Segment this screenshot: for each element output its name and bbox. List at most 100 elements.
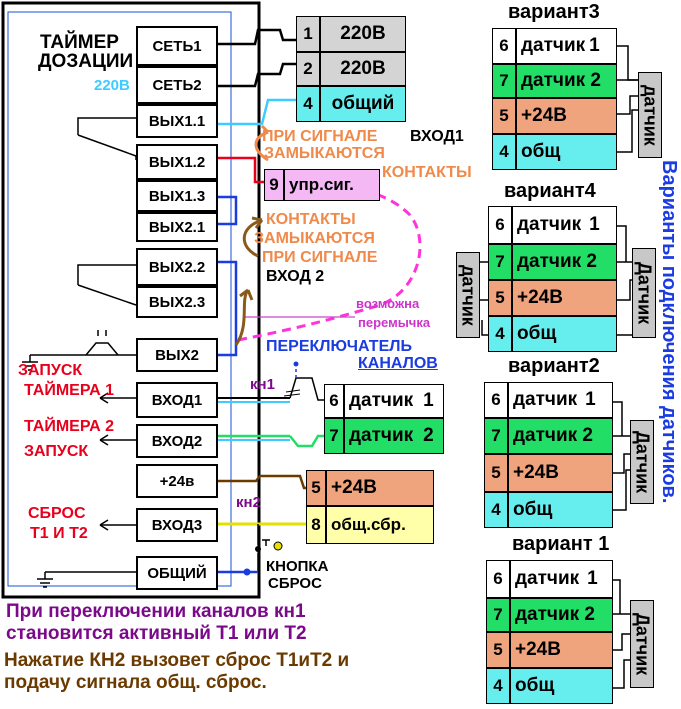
variant2-row1-num: 6 [484,382,508,418]
sensor-row2-num: 7 [324,418,344,454]
variant3-row4-label: общ [516,134,617,170]
note-signal-closes-b: ЗАМЫКАЮТСЯ [264,145,385,162]
variant4-sensor-left: датчик [456,252,480,338]
variant4-row4-num: 4 [488,316,512,352]
variant4-row3-num: 5 [488,280,512,316]
variant4-row2-num: 7 [488,244,512,280]
power-row1-label: 220В [320,16,406,52]
footer-line2: становится активный Т1 или Т2 [6,623,307,644]
label-start-timer2-a: ТАЙМЕРА 2 [24,418,114,435]
variant1-row4-label: общ [510,668,613,704]
power-row2-label: 220В [320,52,406,86]
variant3-row4-num: 4 [492,134,516,170]
note-input1: ВХОД1 [410,128,464,145]
variant3-row1-num: 6 [492,28,516,64]
variant1-row4-num: 4 [486,668,510,704]
variant2-row2-label: датчик 2 [508,418,613,454]
timer-title-line2: ДОЗАЦИИ [38,51,134,72]
footer-line1: При переключении каналов кн1 [6,601,306,622]
terminal-in1: ВХОД1 [136,382,218,418]
note-input2: ВХОД 2 [266,268,325,285]
variant1-row2-label: датчик 2 [510,598,613,632]
footer-line3: Нажатие КН2 вызовет сброс Т1иТ2 и [4,650,350,671]
variant2-row4-label: общ [508,492,613,528]
power-row3-label: общий [320,86,406,122]
terminal-out1-2: ВЫХ1.2 [136,144,218,180]
power-row3-num: 4 [296,86,320,122]
terminal-set1: СЕТЬ1 [136,26,218,66]
note-contacts-close-a: КОНТАКТЫ [266,211,356,228]
terminal-out1-1: ВЫХ1.1 [136,104,218,138]
power24-row2-num: 8 [306,506,326,544]
variant3-row3-label: +24В [516,98,617,134]
terminal-out2-2: ВЫХ2.2 [136,248,218,286]
variant1-row3-num: 5 [486,632,510,668]
power-row1-num: 1 [296,16,320,52]
sensor-row2-label: датчик 2 [344,418,444,454]
note-contacts-close-b: ЗАМЫКАЮТСЯ [254,230,375,247]
variant2-row3-num: 5 [484,454,508,492]
variant2-row4-num: 4 [484,492,508,528]
power24-row2-label: общ.сбр. [326,506,434,544]
control-num: 9 [264,169,284,201]
timer-title-line1: ТАЙМЕР [40,32,119,53]
variant4-row2-label: датчик 2 [512,244,617,280]
variant1-row1-label: датчик 1 [510,560,613,598]
variant3-sensor: датчик [638,72,662,158]
variant1-title: вариант 1 [512,533,610,555]
variant3-row2-num: 7 [492,64,516,98]
terminal-plus24: +24в [136,464,218,498]
footer-line4: подачу сигнала общ. сброс. [4,672,267,693]
variant2-row3-label: +24В [508,454,613,492]
note-jumper-a: возможна [356,296,420,311]
variant1-row3-label: +24В [510,632,613,668]
note-switch-b: КАНАЛОВ [358,355,438,372]
variants-title: Варианты подключения датчиков. [658,160,680,504]
control-label: упр.сиг. [284,169,380,201]
variant4-row3-label: +24В [512,280,617,316]
note-button-a: КНОПКА [266,558,329,575]
variant2-title: вариант2 [508,355,600,377]
note-jumper-b: перемычка [358,315,431,330]
variant2-row2-num: 7 [484,418,508,454]
variant4-row4-label: общ [512,316,617,352]
label-kn2: кн2 [236,494,261,511]
label-start-timer1-a: ЗАПУСК [18,362,83,379]
variant2-row1-label: датчик 1 [508,382,613,418]
note-contacts-close-c: ПРИ СИГНАЛЕ [262,249,378,266]
terminal-out1-3: ВЫХ1.3 [136,180,218,212]
terminal-out2-1: ВЫХ2.1 [136,212,218,242]
note-signal-closes-c: КОНТАКТЫ [382,164,472,181]
variant4-sensor-right: Датчик [632,248,656,338]
variant3-row2-label: датчик 2 [516,64,617,98]
label-start-timer1-b: ТАЙМЕРА 1 [24,382,114,399]
label-reset-a: СБРОС [28,505,86,522]
sensor-row1-num: 6 [324,384,344,418]
label-reset-b: Т1 И Т2 [30,525,88,542]
power-row2-num: 2 [296,52,320,86]
variant1-row2-num: 7 [486,598,510,632]
terminal-in3: ВХОД3 [136,508,218,542]
variant4-row1-label: датчик 1 [512,206,617,244]
terminal-common: ОБЩИЙ [136,556,218,590]
label-kn1: кн1 [250,376,275,393]
variant1-row1-num: 6 [486,560,510,598]
label-start-timer2-b: ЗАПУСК [24,443,89,460]
variant3-row1-label: датчик 1 [516,28,617,64]
variant3-title: вариант3 [508,1,600,23]
terminal-out2: ВЫХ2 [136,338,218,372]
variant3-row3-num: 5 [492,98,516,134]
note-signal-closes-a: ПРИ СИГНАЛЕ [262,128,378,145]
terminal-out2-3: ВЫХ2.3 [136,286,218,318]
variant2-sensor: Датчик [630,420,654,504]
timer-voltage: 220В [94,77,130,94]
note-switch-a: ПЕРЕКЛЮЧАТЕЛЬ [266,338,412,355]
note-button-b: СБРОС [268,575,322,592]
sensor-row1-label: датчик 1 [344,384,444,418]
power24-row1-num: 5 [306,470,326,506]
variant1-sensor: Датчик [630,600,654,688]
power24-row1-label: +24В [326,470,434,506]
variant4-row1-num: 6 [488,206,512,244]
variant4-title: вариант4 [504,180,596,202]
